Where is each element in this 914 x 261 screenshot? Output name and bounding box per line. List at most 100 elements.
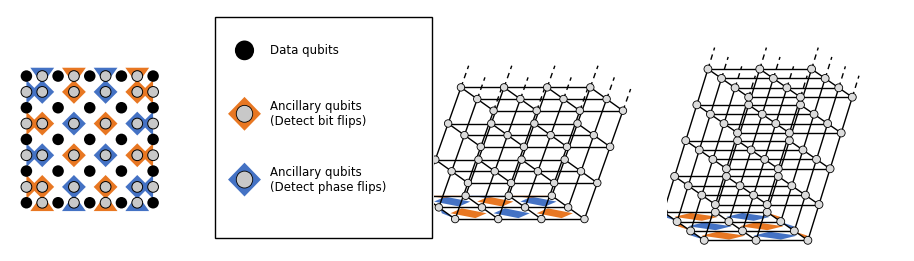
Polygon shape — [27, 112, 38, 135]
Circle shape — [69, 197, 80, 208]
Circle shape — [580, 215, 589, 223]
Polygon shape — [125, 68, 149, 84]
Circle shape — [788, 182, 796, 190]
Circle shape — [52, 102, 64, 114]
Circle shape — [696, 146, 703, 154]
Circle shape — [578, 168, 585, 175]
Circle shape — [682, 137, 690, 145]
Circle shape — [559, 95, 568, 103]
Polygon shape — [62, 143, 86, 167]
Circle shape — [21, 102, 32, 114]
Text: Ancillary qubits
(Detect phase flips): Ancillary qubits (Detect phase flips) — [270, 165, 386, 194]
Polygon shape — [94, 175, 118, 199]
Polygon shape — [702, 232, 745, 240]
Circle shape — [799, 146, 807, 154]
Circle shape — [590, 132, 598, 139]
Circle shape — [791, 227, 798, 235]
Circle shape — [21, 70, 32, 82]
Polygon shape — [796, 232, 807, 239]
Circle shape — [116, 165, 127, 177]
Circle shape — [603, 95, 611, 103]
Circle shape — [587, 84, 594, 91]
Circle shape — [461, 132, 468, 139]
Circle shape — [101, 118, 111, 129]
Circle shape — [785, 137, 793, 145]
Circle shape — [771, 120, 780, 128]
FancyBboxPatch shape — [215, 17, 431, 238]
Polygon shape — [769, 213, 781, 221]
Polygon shape — [739, 222, 783, 230]
Polygon shape — [228, 163, 261, 197]
Circle shape — [547, 132, 555, 139]
Polygon shape — [451, 208, 486, 218]
Polygon shape — [62, 194, 86, 211]
Circle shape — [148, 118, 158, 129]
Circle shape — [101, 87, 111, 97]
Circle shape — [815, 201, 823, 209]
Circle shape — [490, 107, 497, 114]
Circle shape — [444, 120, 452, 127]
Circle shape — [734, 137, 741, 145]
Circle shape — [132, 118, 143, 129]
Circle shape — [725, 218, 733, 226]
Circle shape — [763, 201, 771, 209]
Circle shape — [419, 192, 426, 199]
Circle shape — [749, 191, 758, 199]
Circle shape — [431, 156, 439, 163]
Circle shape — [671, 173, 678, 180]
Circle shape — [21, 182, 32, 192]
Circle shape — [537, 215, 545, 223]
Circle shape — [848, 93, 856, 101]
Circle shape — [457, 84, 464, 91]
Circle shape — [69, 87, 80, 97]
Circle shape — [660, 208, 667, 216]
Circle shape — [808, 65, 815, 73]
Circle shape — [821, 74, 829, 82]
Circle shape — [473, 95, 481, 103]
Circle shape — [21, 165, 32, 177]
Circle shape — [236, 171, 252, 188]
Circle shape — [504, 132, 511, 139]
Circle shape — [548, 192, 556, 199]
Polygon shape — [94, 143, 118, 167]
Circle shape — [147, 102, 159, 114]
Circle shape — [837, 129, 845, 137]
Circle shape — [802, 191, 810, 199]
Text: Data qubits: Data qubits — [270, 44, 338, 57]
Circle shape — [700, 236, 708, 244]
Circle shape — [21, 118, 32, 129]
Circle shape — [494, 215, 502, 223]
Circle shape — [709, 155, 717, 163]
Circle shape — [116, 102, 127, 114]
Circle shape — [101, 71, 111, 81]
Circle shape — [774, 165, 782, 173]
Polygon shape — [125, 112, 149, 135]
Circle shape — [804, 236, 812, 244]
Circle shape — [734, 129, 741, 137]
Circle shape — [563, 143, 570, 151]
Polygon shape — [782, 222, 793, 230]
Circle shape — [763, 208, 771, 216]
Circle shape — [785, 129, 793, 137]
Circle shape — [531, 120, 538, 127]
Circle shape — [756, 65, 764, 73]
Circle shape — [52, 197, 64, 209]
Polygon shape — [675, 213, 718, 221]
Polygon shape — [434, 197, 471, 206]
Polygon shape — [664, 213, 675, 221]
Circle shape — [731, 84, 739, 92]
Circle shape — [521, 204, 529, 211]
Circle shape — [147, 197, 159, 209]
Circle shape — [810, 110, 818, 118]
Circle shape — [84, 102, 95, 114]
Polygon shape — [691, 232, 703, 239]
Polygon shape — [494, 208, 530, 218]
Circle shape — [21, 87, 32, 97]
Polygon shape — [30, 112, 54, 135]
Circle shape — [824, 120, 832, 128]
Circle shape — [147, 70, 159, 82]
Circle shape — [37, 118, 48, 129]
Circle shape — [796, 101, 804, 109]
Polygon shape — [426, 196, 462, 198]
Circle shape — [37, 150, 48, 161]
